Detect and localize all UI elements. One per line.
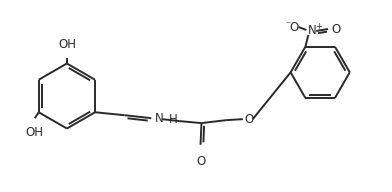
Text: H: H — [169, 113, 177, 126]
Text: N: N — [308, 24, 317, 37]
Text: O: O — [289, 21, 298, 34]
Text: O: O — [196, 155, 205, 168]
Text: OH: OH — [26, 126, 44, 139]
Text: O: O — [331, 22, 341, 36]
Text: O: O — [244, 113, 254, 126]
Text: ⁻: ⁻ — [285, 20, 290, 30]
Text: OH: OH — [58, 38, 76, 51]
Text: N: N — [155, 112, 164, 125]
Text: +: + — [315, 22, 322, 31]
